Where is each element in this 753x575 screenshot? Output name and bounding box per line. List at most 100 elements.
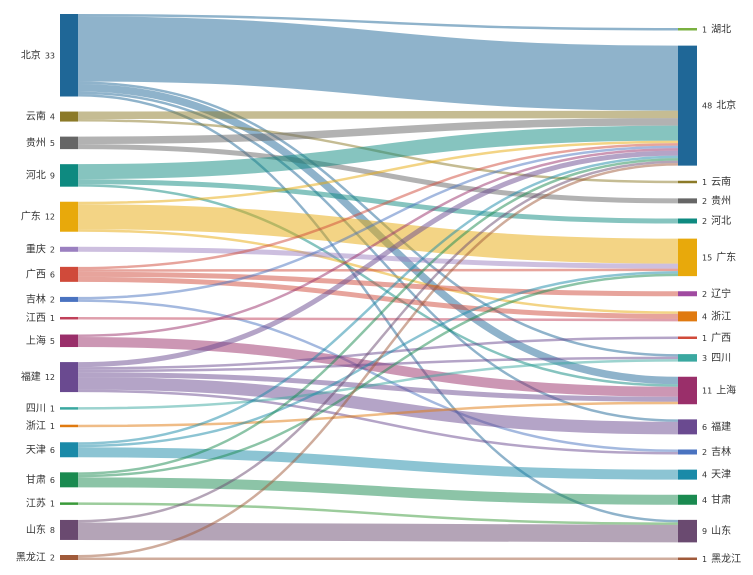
link (77, 204, 679, 264)
target-label: 11 上海 (702, 384, 736, 397)
target-label: 48 北京 (702, 99, 736, 112)
target-label: 4 甘肃 (702, 493, 731, 506)
node-value: 1 (50, 314, 55, 323)
target-node (678, 218, 697, 224)
target-node (678, 449, 697, 455)
node-value: 2 (702, 289, 707, 298)
node-name: 福建 (711, 420, 731, 433)
node-name: 河北 (26, 169, 46, 181)
node-name: 北京 (716, 99, 736, 112)
link (77, 337, 679, 397)
target-label: 1 广西 (702, 332, 731, 344)
node-value: 4 (702, 470, 707, 479)
node-name: 上海 (716, 384, 736, 397)
node-value: 9 (702, 527, 707, 536)
target-label: 1 湖北 (702, 23, 731, 35)
node-value: 4 (702, 312, 707, 321)
source-node (60, 111, 78, 122)
link (77, 179, 679, 224)
node-value: 8 (50, 525, 55, 534)
node-value: 9 (50, 171, 55, 180)
source-node (60, 519, 78, 540)
node-name: 辽宁 (711, 287, 731, 300)
node-value: 1 (702, 178, 707, 187)
target-label: 2 辽宁 (702, 287, 731, 300)
node-name: 浙江 (711, 310, 731, 322)
source-node (60, 472, 78, 488)
node-name: 广西 (711, 332, 731, 344)
source-node (60, 555, 78, 560)
target-node (678, 519, 697, 543)
node-value: 6 (50, 270, 55, 279)
target-label: 1 云南 (702, 175, 731, 188)
target-label: 6 福建 (702, 420, 731, 433)
source-label: 广东 12 (21, 210, 55, 223)
node-value: 1 (50, 499, 55, 508)
node-name: 甘肃 (711, 493, 731, 506)
node-value: 6 (702, 422, 707, 431)
source-node (60, 14, 78, 97)
source-label: 云南 4 (26, 110, 55, 123)
link (77, 110, 679, 120)
link (77, 16, 679, 111)
target-node (678, 45, 697, 166)
node-name: 江西 (26, 312, 46, 324)
link (77, 144, 679, 204)
node-name: 天津 (26, 444, 46, 456)
node-value: 2 (50, 245, 55, 254)
target-node (678, 494, 697, 505)
target-label: 1 黑龙江 (702, 552, 741, 565)
node-name: 云南 (711, 175, 731, 188)
target-label: 15 广东 (702, 250, 736, 263)
link (77, 271, 679, 297)
target-node (678, 376, 697, 405)
source-label: 四川 1 (26, 403, 55, 414)
node-value: 1 (702, 25, 707, 34)
source-label: 江苏 1 (26, 497, 55, 510)
source-node (60, 334, 78, 348)
target-node (678, 469, 697, 480)
node-name: 甘肃 (26, 473, 46, 486)
node-value: 12 (45, 212, 55, 221)
node-name: 黑龙江 (16, 551, 46, 564)
link (77, 158, 679, 475)
link (77, 145, 679, 300)
source-node (60, 136, 78, 150)
node-name: 四川 (26, 403, 46, 414)
link (77, 372, 679, 402)
link (77, 356, 679, 373)
node-value: 15 (702, 253, 712, 262)
source-label: 山东 8 (26, 523, 55, 536)
node-value: 6 (50, 445, 55, 454)
target-node (678, 419, 697, 435)
source-label: 重庆 2 (26, 242, 55, 255)
node-value: 2 (50, 553, 55, 562)
source-node (60, 201, 78, 232)
node-value: 2 (702, 448, 707, 457)
link (77, 447, 679, 480)
node-name: 福建 (21, 370, 41, 383)
source-label: 甘肃 6 (26, 473, 55, 486)
node-value: 1 (50, 421, 55, 430)
node-value: 6 (50, 475, 55, 484)
source-label: 河北 9 (26, 169, 55, 181)
node-name: 吉林 (26, 292, 46, 305)
node-name: 浙江 (26, 420, 46, 432)
link (77, 389, 679, 455)
source-node (60, 407, 78, 410)
target-node (678, 238, 697, 277)
target-node (678, 28, 697, 31)
node-value: 5 (50, 138, 55, 147)
source-label: 贵州 5 (26, 136, 55, 149)
link (77, 14, 679, 31)
node-name: 贵州 (26, 136, 46, 149)
node-name: 重庆 (26, 242, 46, 255)
link (77, 148, 679, 338)
node-value: 4 (702, 495, 707, 504)
node-value: 12 (45, 373, 55, 382)
node-name: 云南 (26, 110, 46, 123)
source-label: 浙江 1 (26, 420, 55, 432)
node-value: 1 (50, 404, 55, 413)
source-node (60, 424, 78, 428)
node-name: 湖北 (711, 23, 731, 35)
